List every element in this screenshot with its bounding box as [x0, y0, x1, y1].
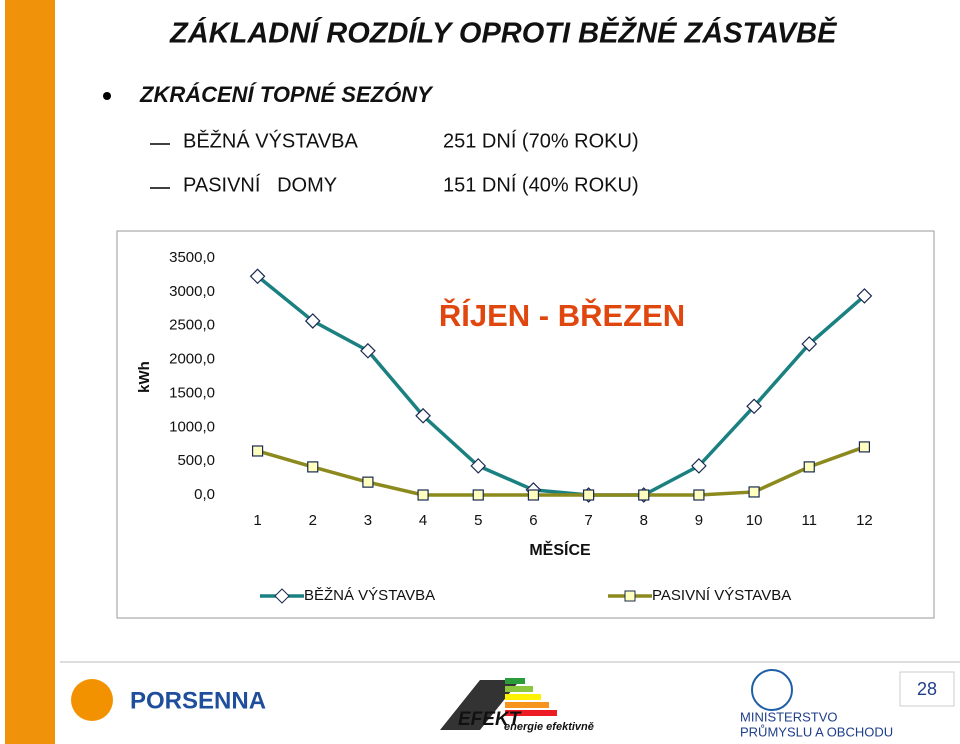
marker — [801, 336, 818, 352]
x-tick-label: 3 — [364, 512, 372, 529]
side-bar — [5, 0, 55, 744]
page-number: 28 — [917, 679, 937, 699]
bullet-text: ZKRÁCENÍ TOPNÉ SEZÓNY — [139, 82, 434, 107]
logo-bar — [505, 694, 541, 700]
series-line — [257, 445, 866, 497]
y-tick-label: 500,0 — [177, 452, 215, 469]
marker — [249, 268, 266, 285]
legend-marker — [274, 588, 290, 604]
y-tick-label: 2500,0 — [169, 317, 215, 334]
logo-text: energie efektivně — [504, 721, 594, 733]
x-tick-label: 11 — [801, 512, 817, 529]
x-tick-label: 5 — [474, 512, 482, 529]
logo-bar — [505, 678, 525, 684]
logo-bar — [505, 710, 557, 716]
slide-title: ZÁKLADNÍ ROZDÍLY OPROTI BĚŽNÉ ZÁSTAVBĚ — [169, 16, 838, 50]
chart-frame — [116, 230, 935, 619]
logo-text: PORSENNA — [130, 687, 266, 714]
chart: ŘÍJEN - BŘEZEN MĚSÍCE kWh 0,0 500,0 1000,0… — [116, 230, 935, 619]
marker — [746, 398, 762, 415]
annotation: ŘÍJEN - BŘEZEN — [439, 297, 685, 333]
y-tick-label: 3000,0 — [169, 283, 215, 300]
logo-mark — [751, 669, 793, 711]
logo-mark — [440, 680, 520, 730]
item-label: PASIVNÍ DOMY — [183, 173, 337, 196]
legend-label: BĚŽNÁ VÝSTAVBA — [304, 587, 435, 604]
marker — [582, 489, 595, 501]
item-detail: 151 DNÍ (40% ROKU) — [443, 173, 639, 196]
x-tick-label: 9 — [695, 512, 703, 529]
item-label: BĚŽNÁ VÝSTAVBA — [183, 129, 359, 152]
logo-bar — [505, 702, 549, 708]
x-tick-label: 7 — [584, 512, 592, 529]
x-tick-label: 2 — [309, 512, 317, 529]
marker — [304, 313, 321, 329]
marker — [693, 489, 705, 501]
logo-text: MINISTERSTVO — [740, 709, 838, 724]
page-box — [899, 671, 955, 707]
marker — [527, 489, 540, 501]
legend-label: PASIVNÍ VÝSTAVBA — [652, 587, 791, 604]
marker — [362, 476, 374, 488]
marker — [470, 458, 487, 474]
marker — [472, 489, 484, 501]
y-tick-label: 1500,0 — [169, 384, 215, 401]
logo-text: EFEKT — [458, 709, 522, 730]
x-tick-label: 8 — [640, 512, 648, 529]
x-tick-label: 6 — [529, 512, 537, 529]
marker — [856, 288, 873, 304]
logo-text: PRŮMYSLU A OBCHODU — [740, 724, 893, 739]
y-tick-label: 0,0 — [194, 486, 215, 503]
marker — [691, 458, 707, 474]
marker — [251, 445, 264, 457]
marker — [638, 489, 650, 501]
x-tick-label: 12 — [856, 512, 873, 529]
y-tick-label: 2000,0 — [169, 351, 215, 368]
marker — [803, 461, 815, 473]
bullet-dot — [103, 92, 111, 100]
series-line — [256, 274, 866, 497]
marker — [360, 342, 376, 359]
x-axis-label: MĚSÍCE — [529, 540, 591, 559]
marker — [417, 489, 429, 501]
logo-mark — [71, 679, 113, 721]
legend-marker — [624, 590, 636, 602]
marker — [748, 486, 760, 498]
item-detail: 251 DNÍ (70% ROKU) — [443, 129, 639, 152]
x-tick-label: 4 — [419, 512, 427, 529]
marker — [858, 441, 871, 453]
x-tick-label: 1 — [253, 512, 261, 529]
y-axis-label: kWh — [136, 361, 153, 393]
y-tick-label: 3500,0 — [169, 249, 215, 266]
logo-bar — [505, 686, 533, 692]
marker — [415, 407, 431, 424]
y-tick-label: 1000,0 — [169, 418, 215, 435]
marker — [307, 461, 319, 473]
x-tick-label: 10 — [746, 512, 763, 529]
